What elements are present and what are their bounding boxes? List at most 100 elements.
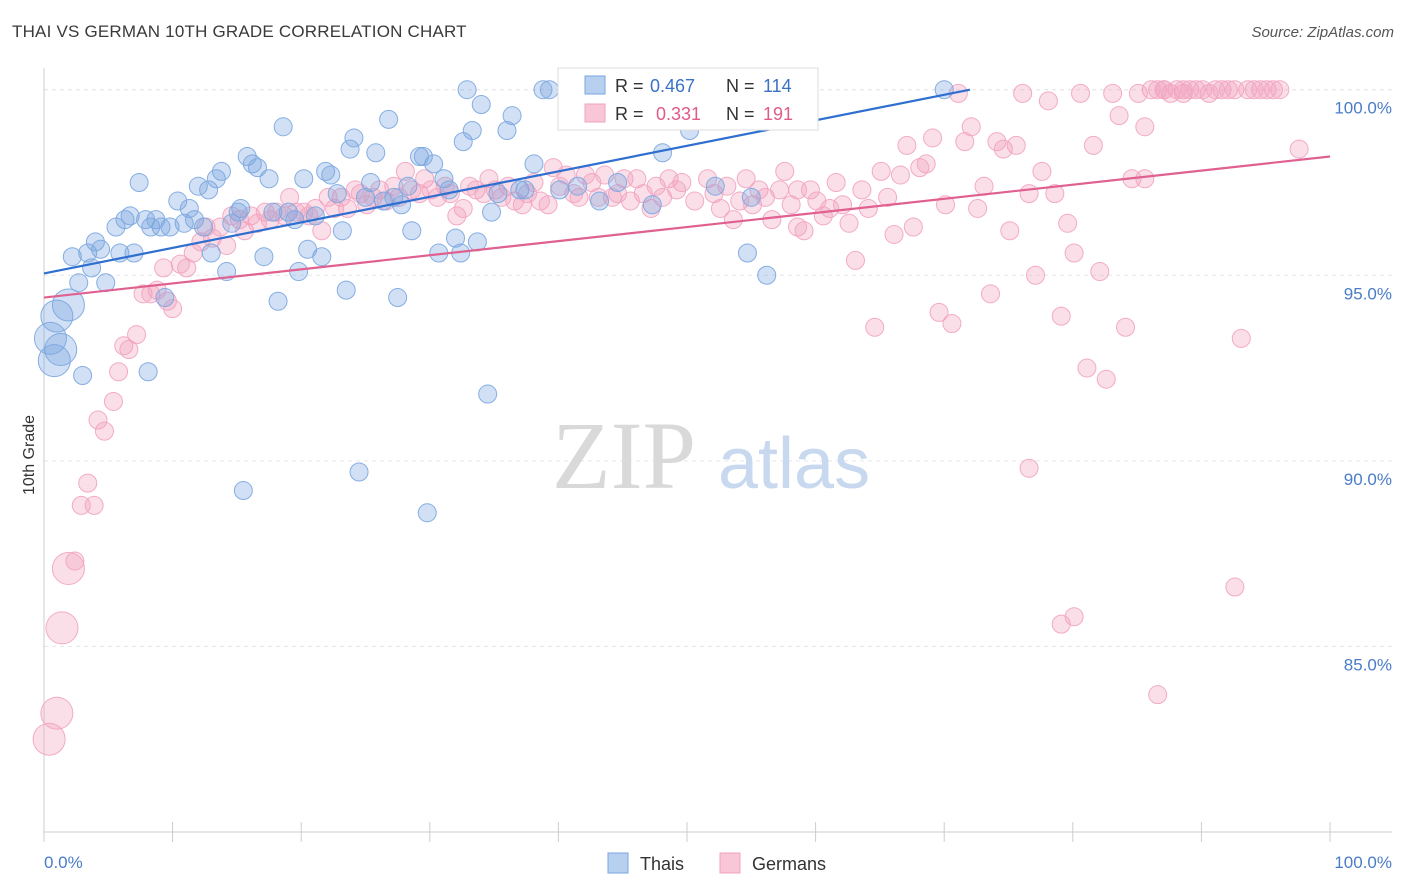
data-point (344, 128, 364, 148)
data-point (254, 247, 274, 267)
data-point (211, 161, 231, 181)
data-point (749, 180, 769, 200)
data-point (942, 314, 962, 334)
data-point (163, 299, 183, 319)
stats-thai-swatch (584, 75, 606, 95)
watermark-atlas: atlas (718, 424, 870, 504)
data-point (222, 213, 242, 233)
chart-source: Source: ZipAtlas.com (1251, 24, 1394, 41)
data-point (1083, 135, 1103, 155)
data-point (845, 250, 865, 270)
data-point (474, 184, 494, 204)
data-point (1154, 80, 1174, 100)
data-point (114, 336, 134, 356)
data-point (923, 128, 943, 148)
data-point (890, 165, 910, 185)
data-point (1128, 83, 1148, 103)
data-point (1006, 135, 1026, 155)
data-point (884, 224, 904, 244)
data-point (124, 243, 144, 263)
data-point (193, 217, 213, 237)
data-point (1103, 83, 1123, 103)
data-point (471, 95, 491, 115)
data-point (672, 172, 692, 192)
data-point (82, 258, 102, 278)
data-point (1096, 369, 1116, 389)
data-point (1135, 169, 1155, 189)
data-point (524, 154, 544, 174)
data-point (94, 421, 114, 441)
trend-line-germans (43, 155, 1331, 299)
y-tick-label: 90.0% (1344, 470, 1392, 489)
data-point (502, 106, 522, 126)
data-point (286, 202, 306, 222)
data-point (717, 176, 737, 196)
x-tick-label-max: 100.0% (1334, 853, 1392, 872)
data-point (154, 258, 174, 278)
data-point (312, 247, 332, 267)
series-thais (33, 80, 954, 523)
data-point (602, 187, 622, 207)
data-point (447, 206, 467, 226)
chart-legend: Thais Germans (607, 852, 826, 874)
data-point (388, 288, 408, 308)
data-point (865, 317, 885, 337)
data-point (1064, 607, 1084, 627)
data-point (241, 206, 261, 226)
data-point (199, 180, 219, 200)
data-point (1173, 80, 1193, 100)
data-point (115, 210, 135, 230)
x-tick-label-min: 0.0% (44, 853, 83, 872)
data-point (294, 169, 314, 189)
data-point (44, 333, 78, 366)
data-point (871, 161, 891, 181)
data-point (446, 228, 466, 248)
data-point (345, 180, 365, 200)
data-point (120, 206, 140, 226)
data-point (188, 176, 208, 196)
stats-thai-r-label: R = (615, 76, 644, 96)
data-point (608, 172, 628, 192)
data-point (384, 187, 404, 207)
data-point (415, 169, 435, 189)
data-point (62, 247, 82, 267)
data-point (366, 143, 386, 163)
x-axis-ticks (43, 822, 1331, 842)
data-point (247, 158, 267, 178)
data-point (897, 135, 917, 155)
y-tick-label: 100.0% (1334, 99, 1392, 118)
data-point (33, 321, 67, 355)
data-point (1199, 83, 1219, 103)
data-point (398, 176, 418, 196)
data-point (263, 202, 283, 222)
data-point (233, 481, 253, 501)
data-point (424, 154, 444, 174)
data-point (439, 180, 459, 200)
data-point (332, 221, 352, 241)
data-point (1270, 80, 1290, 100)
data-point (78, 243, 98, 263)
data-point (336, 280, 356, 300)
data-point (434, 169, 454, 189)
stats-german-n-label: N = (726, 104, 755, 124)
watermark-zip: ZIP (552, 402, 696, 509)
data-point (32, 722, 66, 756)
data-point (762, 210, 782, 230)
data-point (1019, 184, 1039, 204)
data-point (757, 265, 777, 285)
data-point (478, 384, 498, 404)
data-point (515, 180, 535, 200)
data-point (305, 198, 325, 218)
data-point (273, 117, 293, 137)
data-point (109, 362, 129, 382)
data-point (568, 176, 588, 196)
stats-german-swatch (584, 103, 606, 123)
data-point (65, 551, 85, 571)
data-point (88, 410, 108, 430)
data-point (51, 288, 85, 322)
data-point (247, 213, 267, 233)
data-point (878, 187, 898, 207)
data-point (69, 273, 89, 293)
data-point (1148, 80, 1168, 100)
data-point (133, 284, 153, 304)
